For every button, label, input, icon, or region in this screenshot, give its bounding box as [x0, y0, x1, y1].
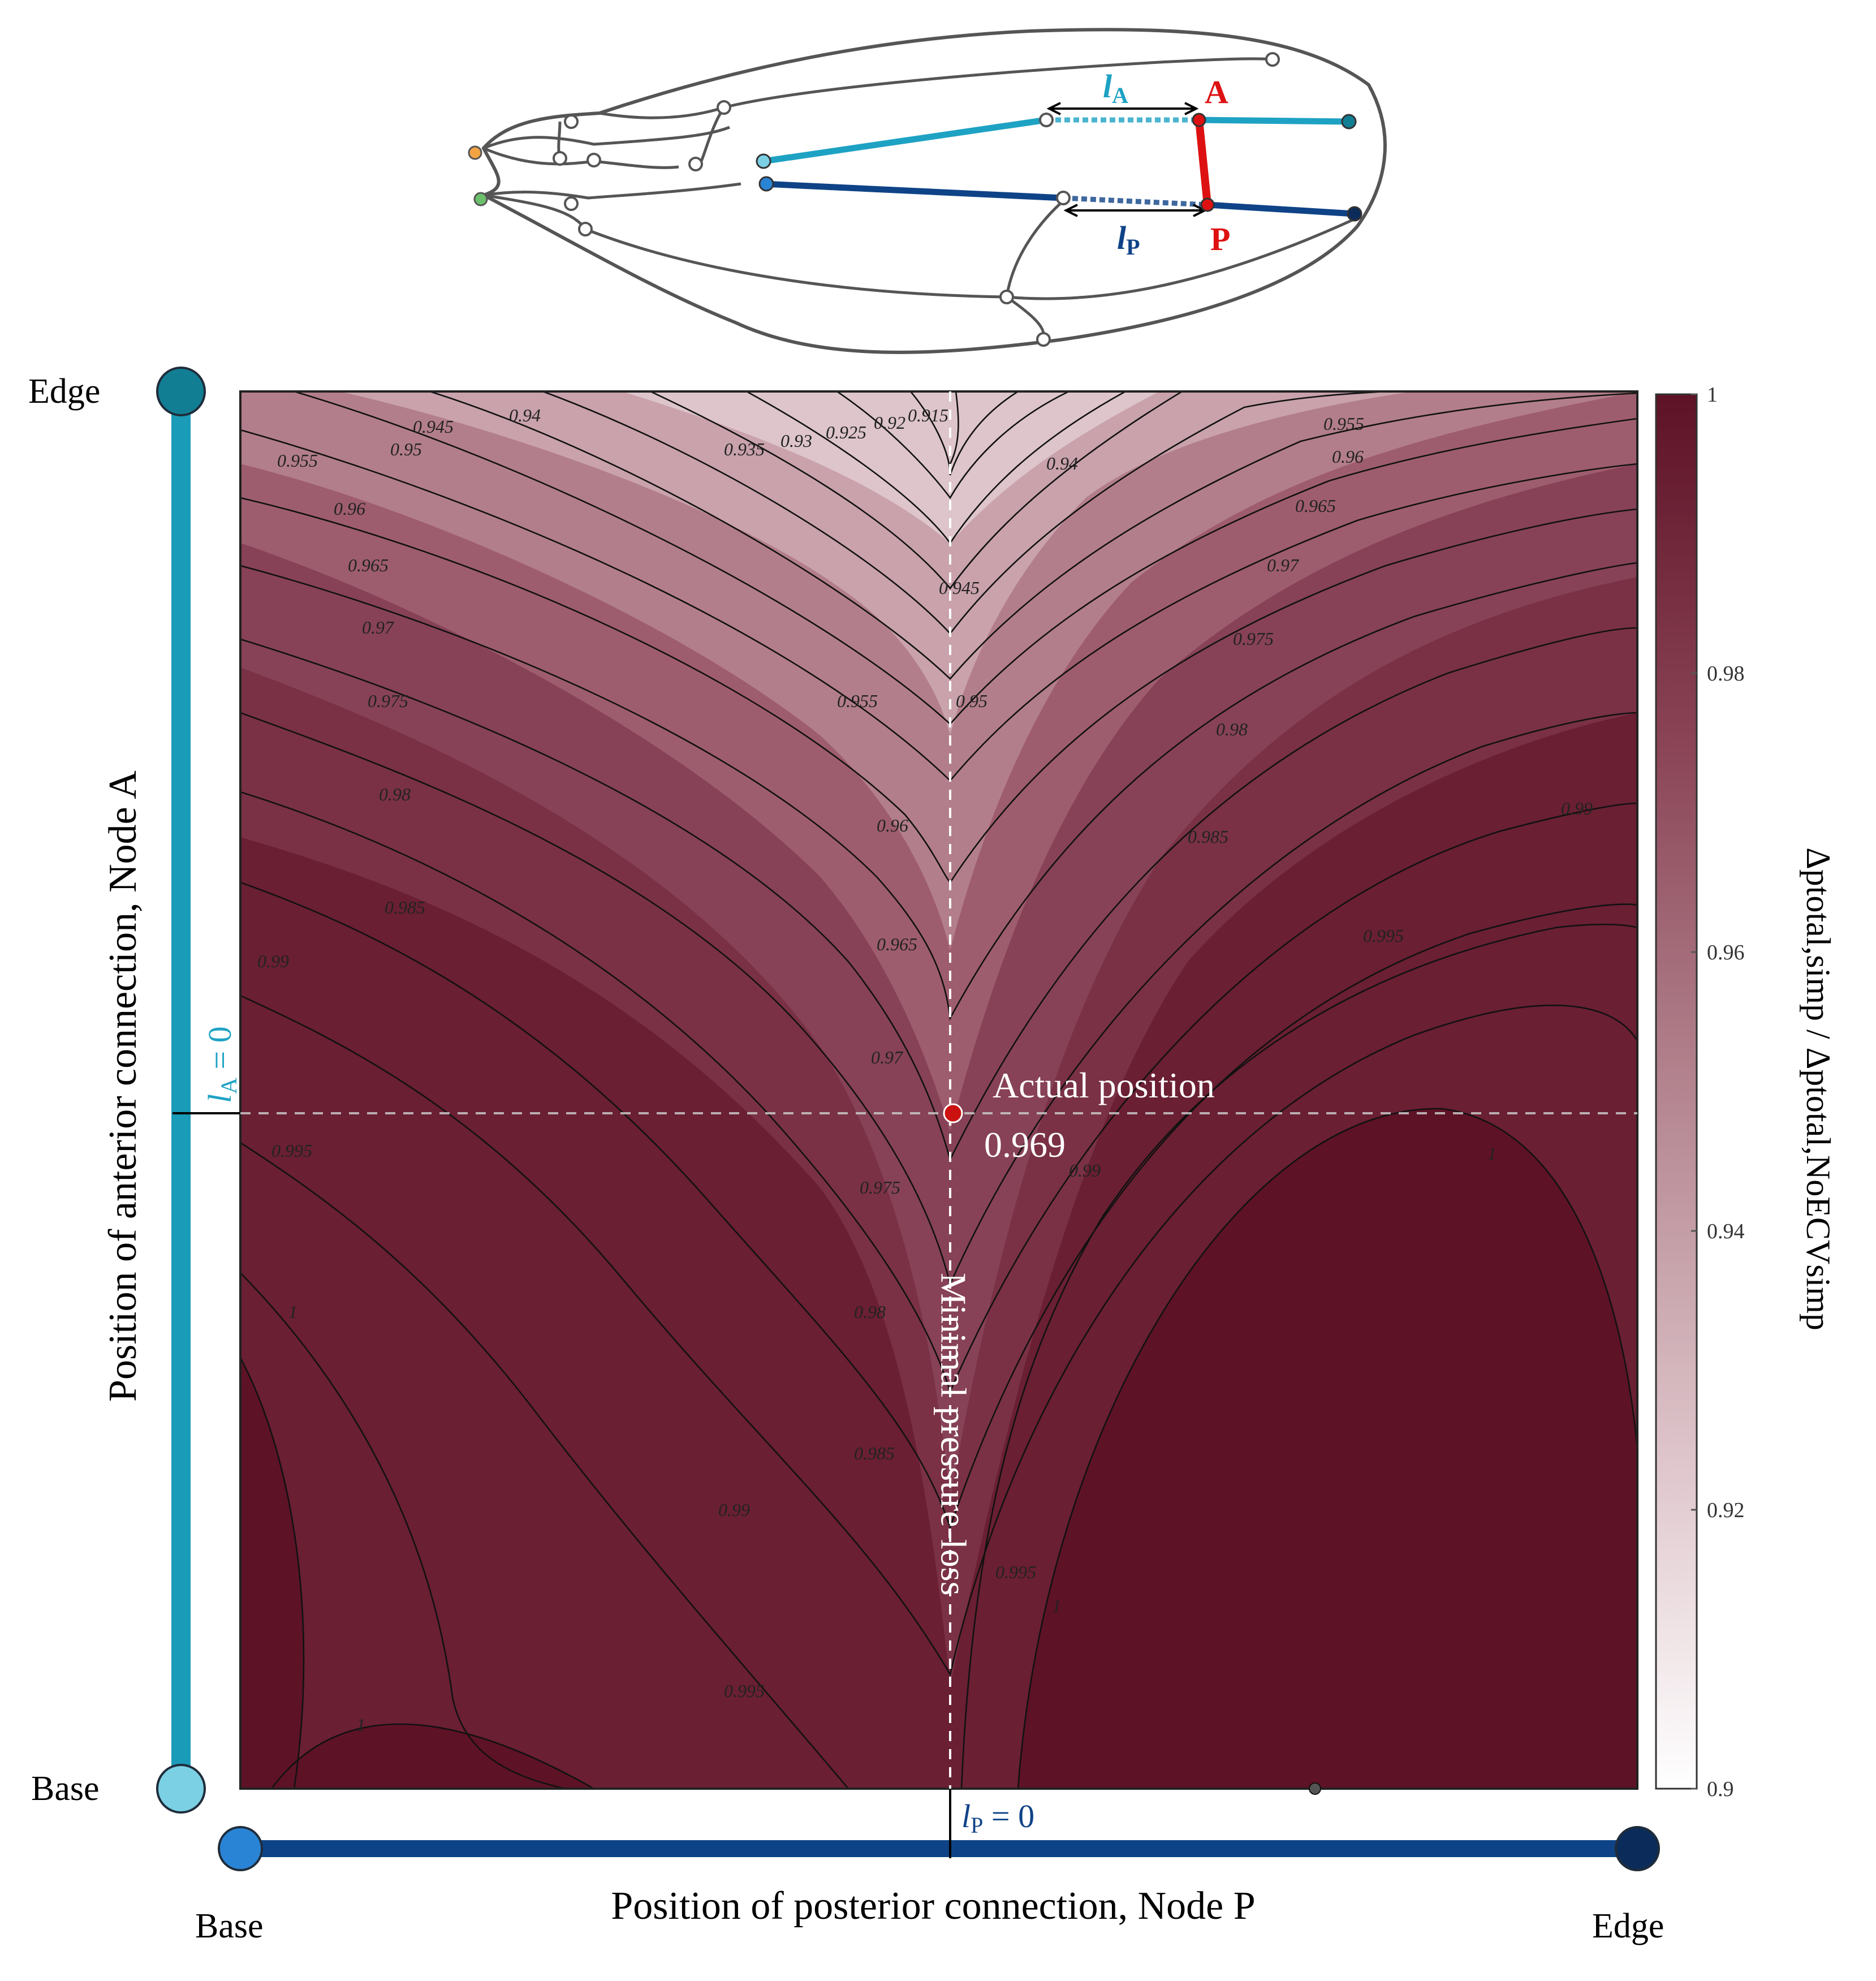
x-axis-posterior: lP = 0 Base Edge Position of posterior c…: [195, 1789, 1664, 1945]
wing-label-A: A: [1205, 74, 1228, 110]
contour-label: 0.99: [1561, 798, 1593, 819]
contour-label: 0.97: [871, 1047, 904, 1067]
contour-label: 0.97: [362, 617, 395, 638]
y-axis-title: Position of anterior connection, Node A: [101, 770, 145, 1402]
contour-label: 0.96: [334, 498, 365, 519]
colorbar-tick-label: 0.96: [1707, 941, 1745, 964]
contour-label: 0.985: [1188, 826, 1228, 847]
contour-label: 0.975: [368, 691, 408, 711]
contour-label: 0.955: [837, 691, 878, 711]
y-axis-anterior: Edge Base Position of anterior connectio…: [28, 367, 241, 1814]
contour-label: 0.975: [1233, 628, 1274, 649]
contour-label: 1: [1487, 1143, 1497, 1164]
contour-label: 0.97: [1267, 555, 1300, 575]
contour-label: 0.935: [724, 439, 765, 459]
contour-label: 0.93: [780, 430, 812, 451]
contour-label: 0.94: [1046, 453, 1078, 473]
y-end-bottom: Base: [31, 1769, 100, 1808]
actual-position-value: 0.969: [984, 1125, 1066, 1165]
contour-label: 0.965: [1295, 496, 1336, 516]
lP-zero-label: lP = 0: [961, 1798, 1034, 1838]
contour-label: 0.955: [277, 450, 318, 471]
contour-label: 0.99: [1069, 1160, 1101, 1181]
wing-label-lP: lP: [1117, 219, 1140, 260]
wing-diagram: lA A lP P: [468, 28, 1387, 354]
contour-label: 0.945: [939, 578, 980, 598]
contour-label: 0.95: [390, 439, 422, 459]
lA-zero-label: lA = 0: [201, 1026, 241, 1103]
actual-position-marker: [943, 1103, 963, 1123]
contour-label: 1: [1052, 1596, 1061, 1616]
contour-label: 0.96: [877, 815, 908, 836]
wing-label-P: P: [1210, 221, 1230, 257]
contour-label: 0.995: [271, 1140, 312, 1161]
colorbar-tick-label: 0.98: [1707, 662, 1745, 686]
contour-label: 0.915: [908, 405, 948, 425]
x-end-left: Base: [195, 1907, 264, 1945]
contour-plot: 0.94 0.945 0.955 0.95 0.935 0.93 0.925 0…: [240, 391, 1637, 1789]
colorbar-ticks: 0.9 0.92 0.94 0.96 0.98 1: [1691, 383, 1745, 1801]
contour-label: 1: [288, 1302, 297, 1322]
contour-label: 0.95: [956, 691, 987, 711]
colorbar-tick-label: 1: [1707, 383, 1718, 407]
contour-label: 0.92: [874, 412, 905, 433]
contour-label: 0.98: [1216, 719, 1248, 739]
contour-label: 0.98: [379, 784, 411, 804]
contour-label: 0.94: [509, 405, 541, 425]
colorbar-tick-label: 0.9: [1707, 1777, 1734, 1801]
min-loss-label: Minimal pressure-loss: [933, 1273, 973, 1596]
contour-label: 0.975: [860, 1177, 900, 1198]
contour-label: 0.96: [1332, 446, 1364, 467]
contour-label: 0.98: [854, 1302, 886, 1322]
y-end-top: Edge: [28, 372, 100, 411]
contour-label: 0.99: [257, 951, 289, 971]
contour-label: 0.995: [1363, 925, 1404, 946]
colorbar-tick-label: 0.92: [1707, 1498, 1745, 1522]
actual-position-label: Actual position: [993, 1065, 1215, 1105]
bottom-marker: [1309, 1782, 1321, 1795]
contour-label: 0.985: [854, 1443, 895, 1463]
colorbar-label: Δptotal,simp / Δptotal,NoECVsimp: [1800, 847, 1837, 1330]
wing-label-lA: lA: [1103, 68, 1128, 108]
colorbar: 0.9 0.92 0.94 0.96 0.98 1 Δptotal,simp / Δpto…: [1655, 383, 1837, 1801]
contour-label: 0.985: [385, 897, 425, 918]
contour-label: 0.995: [995, 1562, 1036, 1582]
contour-label: 0.99: [718, 1500, 750, 1520]
contour-label: 0.965: [348, 555, 389, 575]
x-end-right: Edge: [1592, 1907, 1664, 1945]
contour-label: 0.925: [826, 422, 866, 442]
contour-label: 0.945: [413, 416, 454, 437]
x-axis-title: Position of posterior connection, Node P: [611, 1884, 1255, 1928]
contour-label: 0.995: [724, 1681, 765, 1701]
contour-label: 0.965: [877, 934, 917, 954]
contour-labels: 0.94 0.945 0.955 0.95 0.935 0.93 0.925 0…: [257, 405, 1593, 1735]
colorbar-tick-label: 0.94: [1707, 1220, 1745, 1243]
contour-label: 0.955: [1323, 414, 1364, 434]
contour-label: 1: [356, 1715, 365, 1735]
